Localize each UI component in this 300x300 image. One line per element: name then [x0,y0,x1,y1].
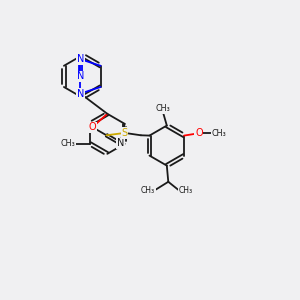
Text: CH₃: CH₃ [178,185,193,194]
Text: CH₃: CH₃ [156,104,171,113]
Text: N: N [77,54,84,64]
Text: N: N [77,71,84,81]
Text: CH₃: CH₃ [211,129,226,138]
Text: N: N [117,138,124,148]
Text: CH₃: CH₃ [61,139,75,148]
Text: S: S [122,128,128,138]
Text: N: N [77,88,84,98]
Text: CH₃: CH₃ [141,185,155,194]
Text: O: O [88,122,96,132]
Text: O: O [195,128,203,138]
